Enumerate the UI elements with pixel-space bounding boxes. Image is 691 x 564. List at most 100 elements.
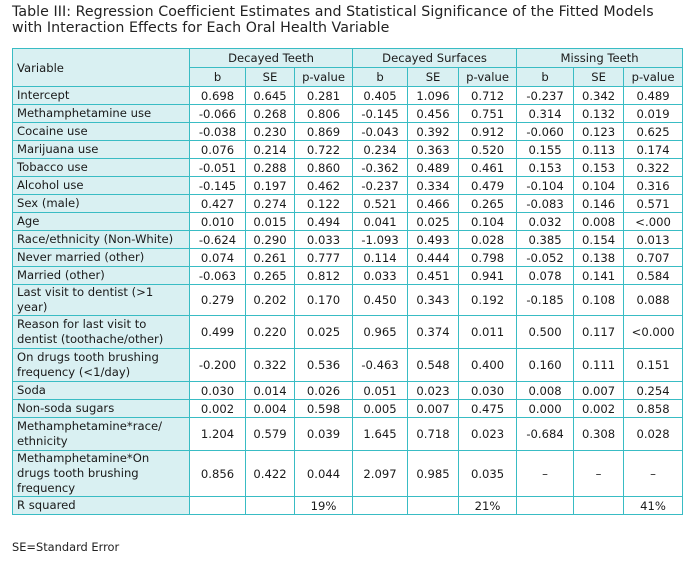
table-row: Never married (other) 0.074 0.261 0.777 0.11… <box>12 248 684 267</box>
value-cell: 0.489 <box>407 158 460 177</box>
value-cell: -1.093 <box>352 230 409 249</box>
sub-header: b <box>189 67 246 87</box>
value-cell <box>189 496 246 515</box>
row-label: Soda <box>12 381 190 400</box>
value-cell: 0.155 <box>516 140 575 159</box>
value-cell: 0.007 <box>407 399 460 418</box>
value-cell: 0.427 <box>189 194 246 213</box>
value-cell: 0.500 <box>516 315 575 349</box>
value-cell: 0.405 <box>352 86 409 105</box>
value-cell: 0.494 <box>293 212 354 231</box>
value-cell: 0.051 <box>352 381 409 400</box>
value-cell: 0.002 <box>189 399 246 418</box>
value-cell: 2.097 <box>352 450 409 497</box>
row-label: Methamphetamine*On drugs tooth brushing … <box>12 450 190 497</box>
value-cell: 0.076 <box>189 140 246 159</box>
value-cell: 0.153 <box>516 158 575 177</box>
value-cell: 0.141 <box>573 266 625 285</box>
row-label: Methamphetamine use <box>12 104 190 123</box>
value-cell: 0.108 <box>573 284 625 316</box>
value-cell: 0.153 <box>573 158 625 177</box>
value-cell: 0.254 <box>623 381 684 400</box>
value-cell: -0.104 <box>516 176 575 195</box>
value-cell: 0.019 <box>623 104 684 123</box>
group-header-row: Variable Decayed Teeth Decayed Surfaces … <box>12 48 684 87</box>
value-cell: -0.052 <box>516 248 575 267</box>
value-cell: 0.645 <box>245 86 295 105</box>
sub-header: b <box>516 67 575 87</box>
table-row: Age 0.010 0.015 0.494 0.041 0.025 0.104 0.032 0.… <box>12 212 684 231</box>
footnote: SE=Standard Error <box>12 540 120 554</box>
table-row: Non-soda sugars 0.002 0.004 0.598 0.005 0.007… <box>12 399 684 418</box>
table-row: Married (other) -0.063 0.265 0.812 0.033 0.45… <box>12 266 684 285</box>
value-cell: – <box>573 450 625 497</box>
value-cell: 0.000 <box>516 399 575 418</box>
row-label: Age <box>12 212 190 231</box>
value-cell: 0.265 <box>458 194 518 213</box>
group-header-decayed-teeth: Decayed Teeth <box>188 48 354 68</box>
row-label: Methamphetamine*race/ ethnicity <box>12 417 190 451</box>
value-cell: -0.185 <box>516 284 575 316</box>
table-row: On drugs tooth brushing frequency (<1/da… <box>12 348 684 382</box>
value-cell: 1.204 <box>189 417 246 451</box>
value-cell: 0.548 <box>407 348 460 382</box>
row-label: Married (other) <box>12 266 190 285</box>
value-cell: 0.088 <box>623 284 684 316</box>
variable-header: Variable <box>12 48 190 87</box>
value-cell: 0.385 <box>516 230 575 249</box>
value-cell: 0.007 <box>573 381 625 400</box>
value-cell: 0.011 <box>458 315 518 349</box>
table-row: Last visit to dentist (>1 year) 0.279 0.20… <box>12 284 684 316</box>
row-label: Race/ethnicity (Non-White) <box>12 230 190 249</box>
value-cell: 0.812 <box>293 266 354 285</box>
value-cell: 0.281 <box>293 86 354 105</box>
value-cell: – <box>516 450 575 497</box>
value-cell: 0.033 <box>293 230 354 249</box>
value-cell: -0.145 <box>352 104 409 123</box>
value-cell: 0.192 <box>458 284 518 316</box>
value-cell: 0.466 <box>407 194 460 213</box>
value-cell: 0.220 <box>245 315 295 349</box>
value-cell: 0.268 <box>245 104 295 123</box>
value-cell: 0.265 <box>245 266 295 285</box>
value-cell: 0.475 <box>458 399 518 418</box>
value-cell: 0.493 <box>407 230 460 249</box>
value-cell: 0.499 <box>189 315 246 349</box>
value-cell: 0.751 <box>458 104 518 123</box>
value-cell: 0.230 <box>245 122 295 141</box>
value-cell: 0.132 <box>573 104 625 123</box>
value-cell: 0.343 <box>407 284 460 316</box>
value-cell: 0.334 <box>407 176 460 195</box>
value-cell: 0.023 <box>407 381 460 400</box>
value-cell: 0.039 <box>293 417 354 451</box>
table-row: Cocaine use -0.038 0.230 0.869 -0.043 0.392 0.… <box>12 122 684 141</box>
value-cell: 1.645 <box>352 417 409 451</box>
table-body: Intercept 0.698 0.645 0.281 0.405 1.096 0.712-… <box>12 86 684 515</box>
value-cell: 0.444 <box>407 248 460 267</box>
sub-header: SE <box>573 67 625 87</box>
value-cell: -0.145 <box>189 176 246 195</box>
value-cell: 0.718 <box>407 417 460 451</box>
value-cell: 0.571 <box>623 194 684 213</box>
value-cell: 0.308 <box>573 417 625 451</box>
value-cell: 0.010 <box>189 212 246 231</box>
value-cell: 0.707 <box>623 248 684 267</box>
value-cell: 0.044 <box>293 450 354 497</box>
value-cell: 0.536 <box>293 348 354 382</box>
value-cell: 0.151 <box>623 348 684 382</box>
value-cell: 0.290 <box>245 230 295 249</box>
value-cell: 0.374 <box>407 315 460 349</box>
value-cell: 0.322 <box>623 158 684 177</box>
value-cell: -0.038 <box>189 122 246 141</box>
value-cell: 0.041 <box>352 212 409 231</box>
value-cell <box>245 496 295 515</box>
table-row: Race/ethnicity (Non-White) -0.624 0.290 0.0… <box>12 230 684 249</box>
value-cell: -0.200 <box>189 348 246 382</box>
value-cell: 0.111 <box>573 348 625 382</box>
value-cell: 0.014 <box>245 381 295 400</box>
value-cell: 0.314 <box>516 104 575 123</box>
value-cell: 0.777 <box>293 248 354 267</box>
value-cell: 0.197 <box>245 176 295 195</box>
value-cell: -0.063 <box>189 266 246 285</box>
value-cell: 0.860 <box>293 158 354 177</box>
